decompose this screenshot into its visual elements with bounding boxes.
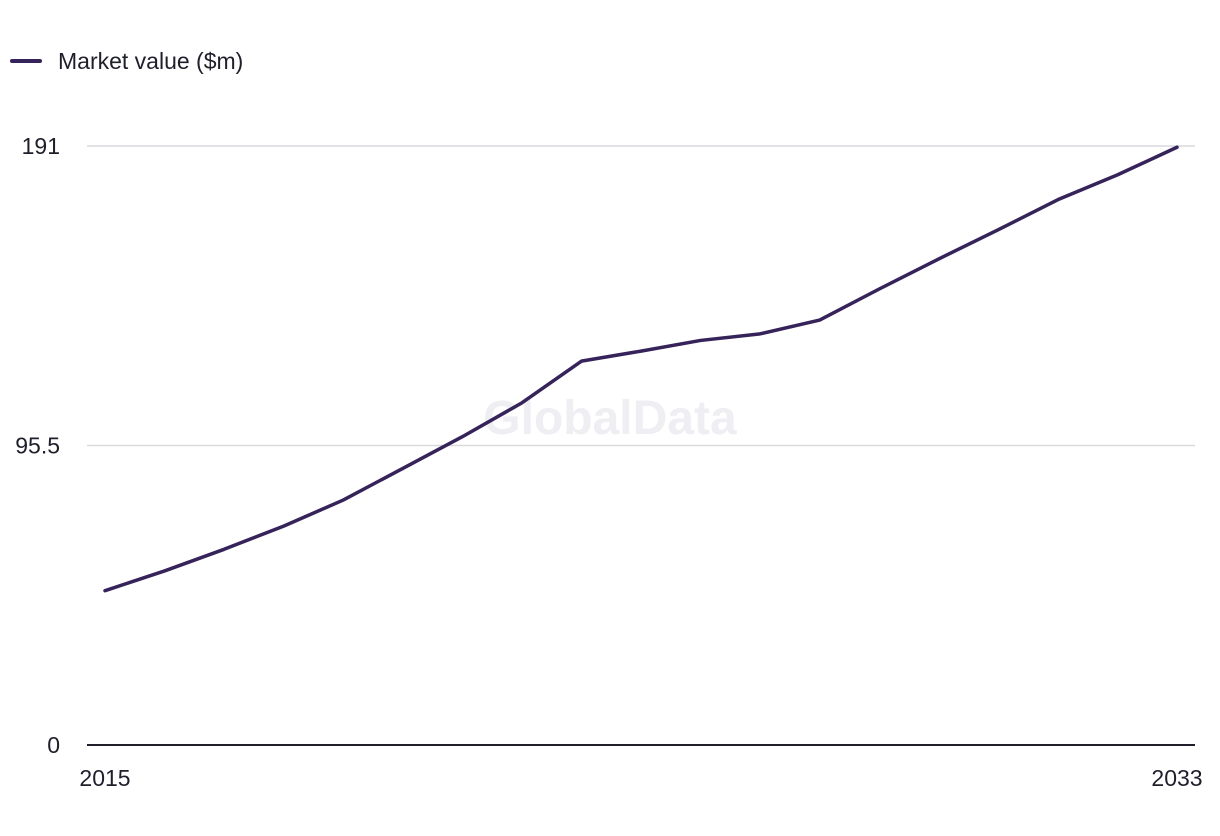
y-tick-label-2: 191: [22, 133, 60, 159]
watermark: GlobalData: [483, 392, 737, 445]
x-tick-label-1: 2033: [1151, 765, 1202, 791]
x-tick-label-0: 2015: [79, 765, 130, 791]
legend-swatch: [10, 59, 42, 63]
tick-labels: 0 95.5 191 2015 2033: [15, 133, 1202, 791]
grid-lines: [87, 145, 1195, 447]
legend: Market value ($m): [10, 46, 243, 76]
y-tick-label-0: 0: [47, 732, 60, 758]
series-line-0: [103, 145, 1179, 593]
legend-label: Market value ($m): [58, 47, 244, 74]
y-tick-label-1: 95.5: [15, 433, 60, 459]
series-layer: [103, 145, 1179, 593]
